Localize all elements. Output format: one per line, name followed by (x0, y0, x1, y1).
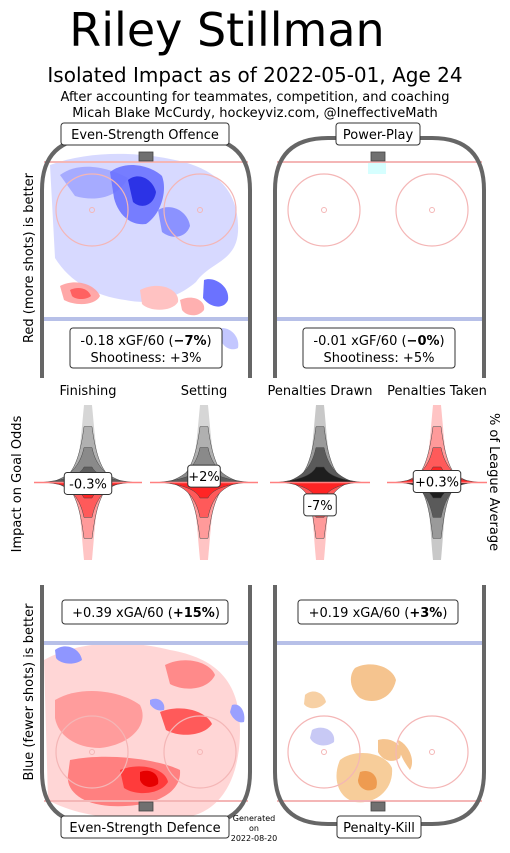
pp-shootiness: Shootiness: +5% (324, 351, 435, 366)
violin-band-down (169, 482, 239, 518)
side-label-bottom: Blue (fewer shots) is better (22, 603, 37, 781)
es-offence-heatmap (50, 153, 239, 350)
es-offence-shootiness: Shootiness: +3% (91, 351, 202, 366)
es-defence-title: Even-Strength Defence (69, 821, 220, 836)
pk-heatmap (304, 664, 413, 803)
violin-category-label: Finishing (59, 384, 116, 399)
violin-band-up (276, 466, 364, 483)
violin-value-label: +0.3% (415, 476, 459, 491)
violin-setting: +2% Setting (150, 384, 258, 560)
es-offence-title: Even-Strength Offence (71, 128, 219, 143)
side-label-middle: Impact on Goal Odds (10, 415, 25, 552)
violin-finishing: -0.3% Finishing (34, 384, 142, 560)
credit-line: Micah Blake McCurdy, hockeyviz.com, @Ine… (72, 106, 438, 121)
pk-stat-box (297, 599, 459, 625)
generated-date: 2022-08-20 (231, 834, 278, 843)
es-offence-stat-box (69, 327, 223, 369)
pp-xg: -0.01 xGF/60 (−0%) (313, 334, 444, 349)
impact-violins: -0.3% Finishing +2% Setting -7% Penalties Dra… (34, 384, 487, 560)
pp-title-box (335, 122, 421, 146)
method-note: After accounting for teammates, competit… (61, 90, 450, 105)
pk-title: Penalty-Kill (343, 821, 415, 836)
violin-category-label: Setting (181, 384, 228, 399)
pk-title-box (336, 815, 422, 839)
es-defence-stat-box (61, 599, 229, 625)
violin-category-label: Penalties Taken (387, 384, 487, 399)
page-subtitle: Isolated Impact as of 2022-05-01, Age 24 (47, 63, 462, 87)
es-offence-title-box (60, 122, 230, 146)
violin-band-down (162, 482, 246, 499)
es-defence-title-box (60, 815, 230, 839)
es-offence-rink (40, 136, 252, 378)
violin-band-up (284, 447, 356, 483)
pp-title: Power-Play (343, 128, 414, 143)
violin-category-label: Penalties Drawn (268, 384, 373, 399)
es-defence-heatmap (44, 643, 245, 820)
violin-value-box (412, 470, 462, 494)
pk-xg: +0.19 xGA/60 (+3%) (309, 606, 448, 621)
violin-value-box (303, 493, 337, 517)
es-defence-xg: +0.39 xGA/60 (+15%) (72, 606, 220, 621)
violin-value-box (187, 464, 221, 488)
violin-value-label: -0.3% (69, 477, 107, 492)
es-offence-xg: -0.18 xGF/60 (−7%) (80, 334, 211, 349)
generated-label: Generated (233, 814, 275, 823)
violin-penalties-taken: +0.3% Penalties Taken (387, 384, 487, 560)
pk-rink (273, 585, 486, 826)
side-label-top: Red (more shots) is better (22, 172, 37, 343)
violin-value-box (63, 471, 113, 495)
pp-stat-box (302, 327, 456, 369)
generated-on: on (249, 824, 259, 833)
es-defence-rink (40, 585, 252, 826)
side-label-right: % of League Average (486, 413, 501, 551)
violin-penalties-drawn: -7% Penalties Drawn (268, 384, 373, 560)
violin-value-label: +2% (188, 470, 220, 485)
player-name: Riley Stillman (69, 3, 384, 57)
violin-value-label: -7% (307, 499, 332, 514)
